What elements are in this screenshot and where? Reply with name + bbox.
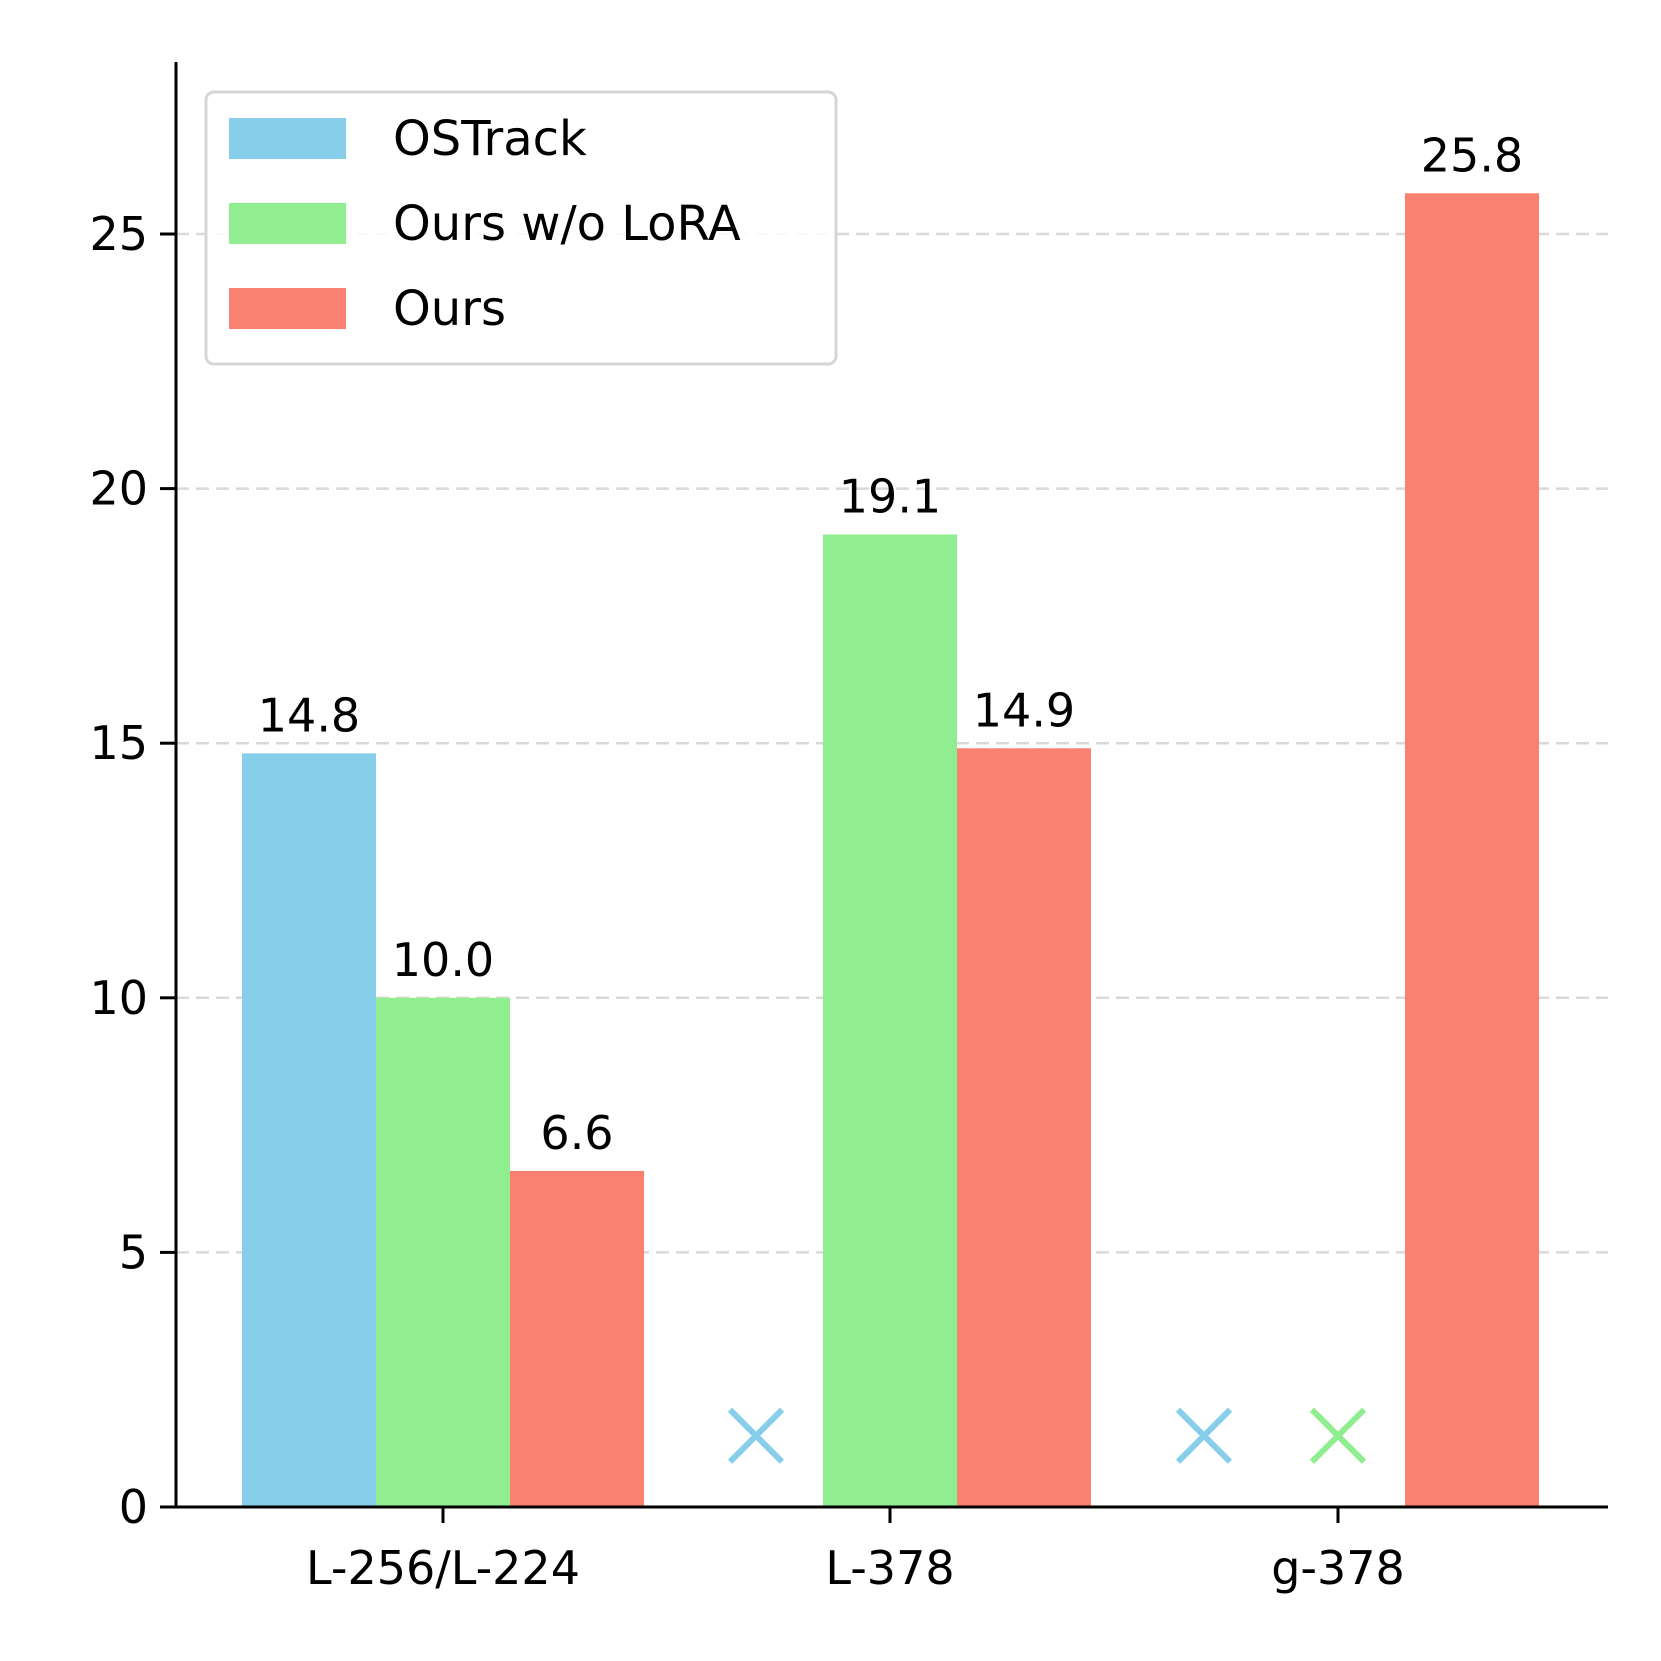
legend-label-2: Ours bbox=[393, 281, 506, 337]
y-tick-label-5: 5 bbox=[119, 1225, 148, 1279]
missing-marker-2-0 bbox=[1175, 1407, 1233, 1464]
legend-swatch-2 bbox=[229, 288, 346, 329]
missing-marker-2-1 bbox=[1309, 1407, 1367, 1464]
bar-ostrack-0 bbox=[242, 753, 376, 1507]
data-label-0-0: 14.8 bbox=[258, 688, 360, 742]
data-labels-layer: 14.8 10.0 6.6 19.1 14.9 25.8 bbox=[258, 128, 1523, 1160]
x-tick-label-1: L-378 bbox=[825, 1541, 954, 1595]
legend-swatch-0 bbox=[229, 118, 346, 159]
legend-label-1: Ours w/o LoRA bbox=[393, 196, 741, 252]
missing-marker-stroke bbox=[1309, 1407, 1367, 1464]
bar-ours-0 bbox=[510, 1170, 644, 1507]
missing-marker-1-0 bbox=[727, 1407, 785, 1464]
y-tick-label-15: 15 bbox=[89, 716, 148, 770]
missing-marker-stroke bbox=[727, 1407, 785, 1464]
bar-ours-2 bbox=[1405, 193, 1539, 1507]
y-tick-label-10: 10 bbox=[89, 971, 148, 1025]
y-tick-label-25: 25 bbox=[89, 207, 148, 261]
bars-layer bbox=[242, 193, 1539, 1507]
x-tick-label-0: L-256/L-224 bbox=[306, 1541, 580, 1595]
missing-marker-stroke bbox=[1175, 1407, 1233, 1464]
bar-ours-1 bbox=[957, 748, 1091, 1507]
axes-layer: 0 5 10 15 20 25 L-256/L-224 L-378 g-378 bbox=[89, 62, 1608, 1595]
data-label-0-1: 10.0 bbox=[392, 933, 494, 987]
legend-swatch-1 bbox=[229, 203, 346, 244]
x-tick-label-2: g-378 bbox=[1271, 1541, 1405, 1595]
legend: OSTrack Ours w/o LoRA Ours bbox=[204, 90, 838, 366]
data-label-1-2: 14.9 bbox=[973, 683, 1075, 737]
y-tick-label-20: 20 bbox=[89, 462, 148, 516]
legend-label-0: OSTrack bbox=[393, 111, 587, 167]
data-label-1-1: 19.1 bbox=[839, 469, 941, 523]
y-tick-label-0: 0 bbox=[119, 1480, 148, 1534]
bar-ours-w-o-lora-1 bbox=[823, 534, 957, 1507]
legend-frame bbox=[204, 90, 838, 366]
data-label-0-2: 6.6 bbox=[540, 1106, 613, 1160]
bar-ours-w-o-lora-0 bbox=[376, 997, 510, 1507]
data-label-2-2: 25.8 bbox=[1421, 128, 1523, 182]
